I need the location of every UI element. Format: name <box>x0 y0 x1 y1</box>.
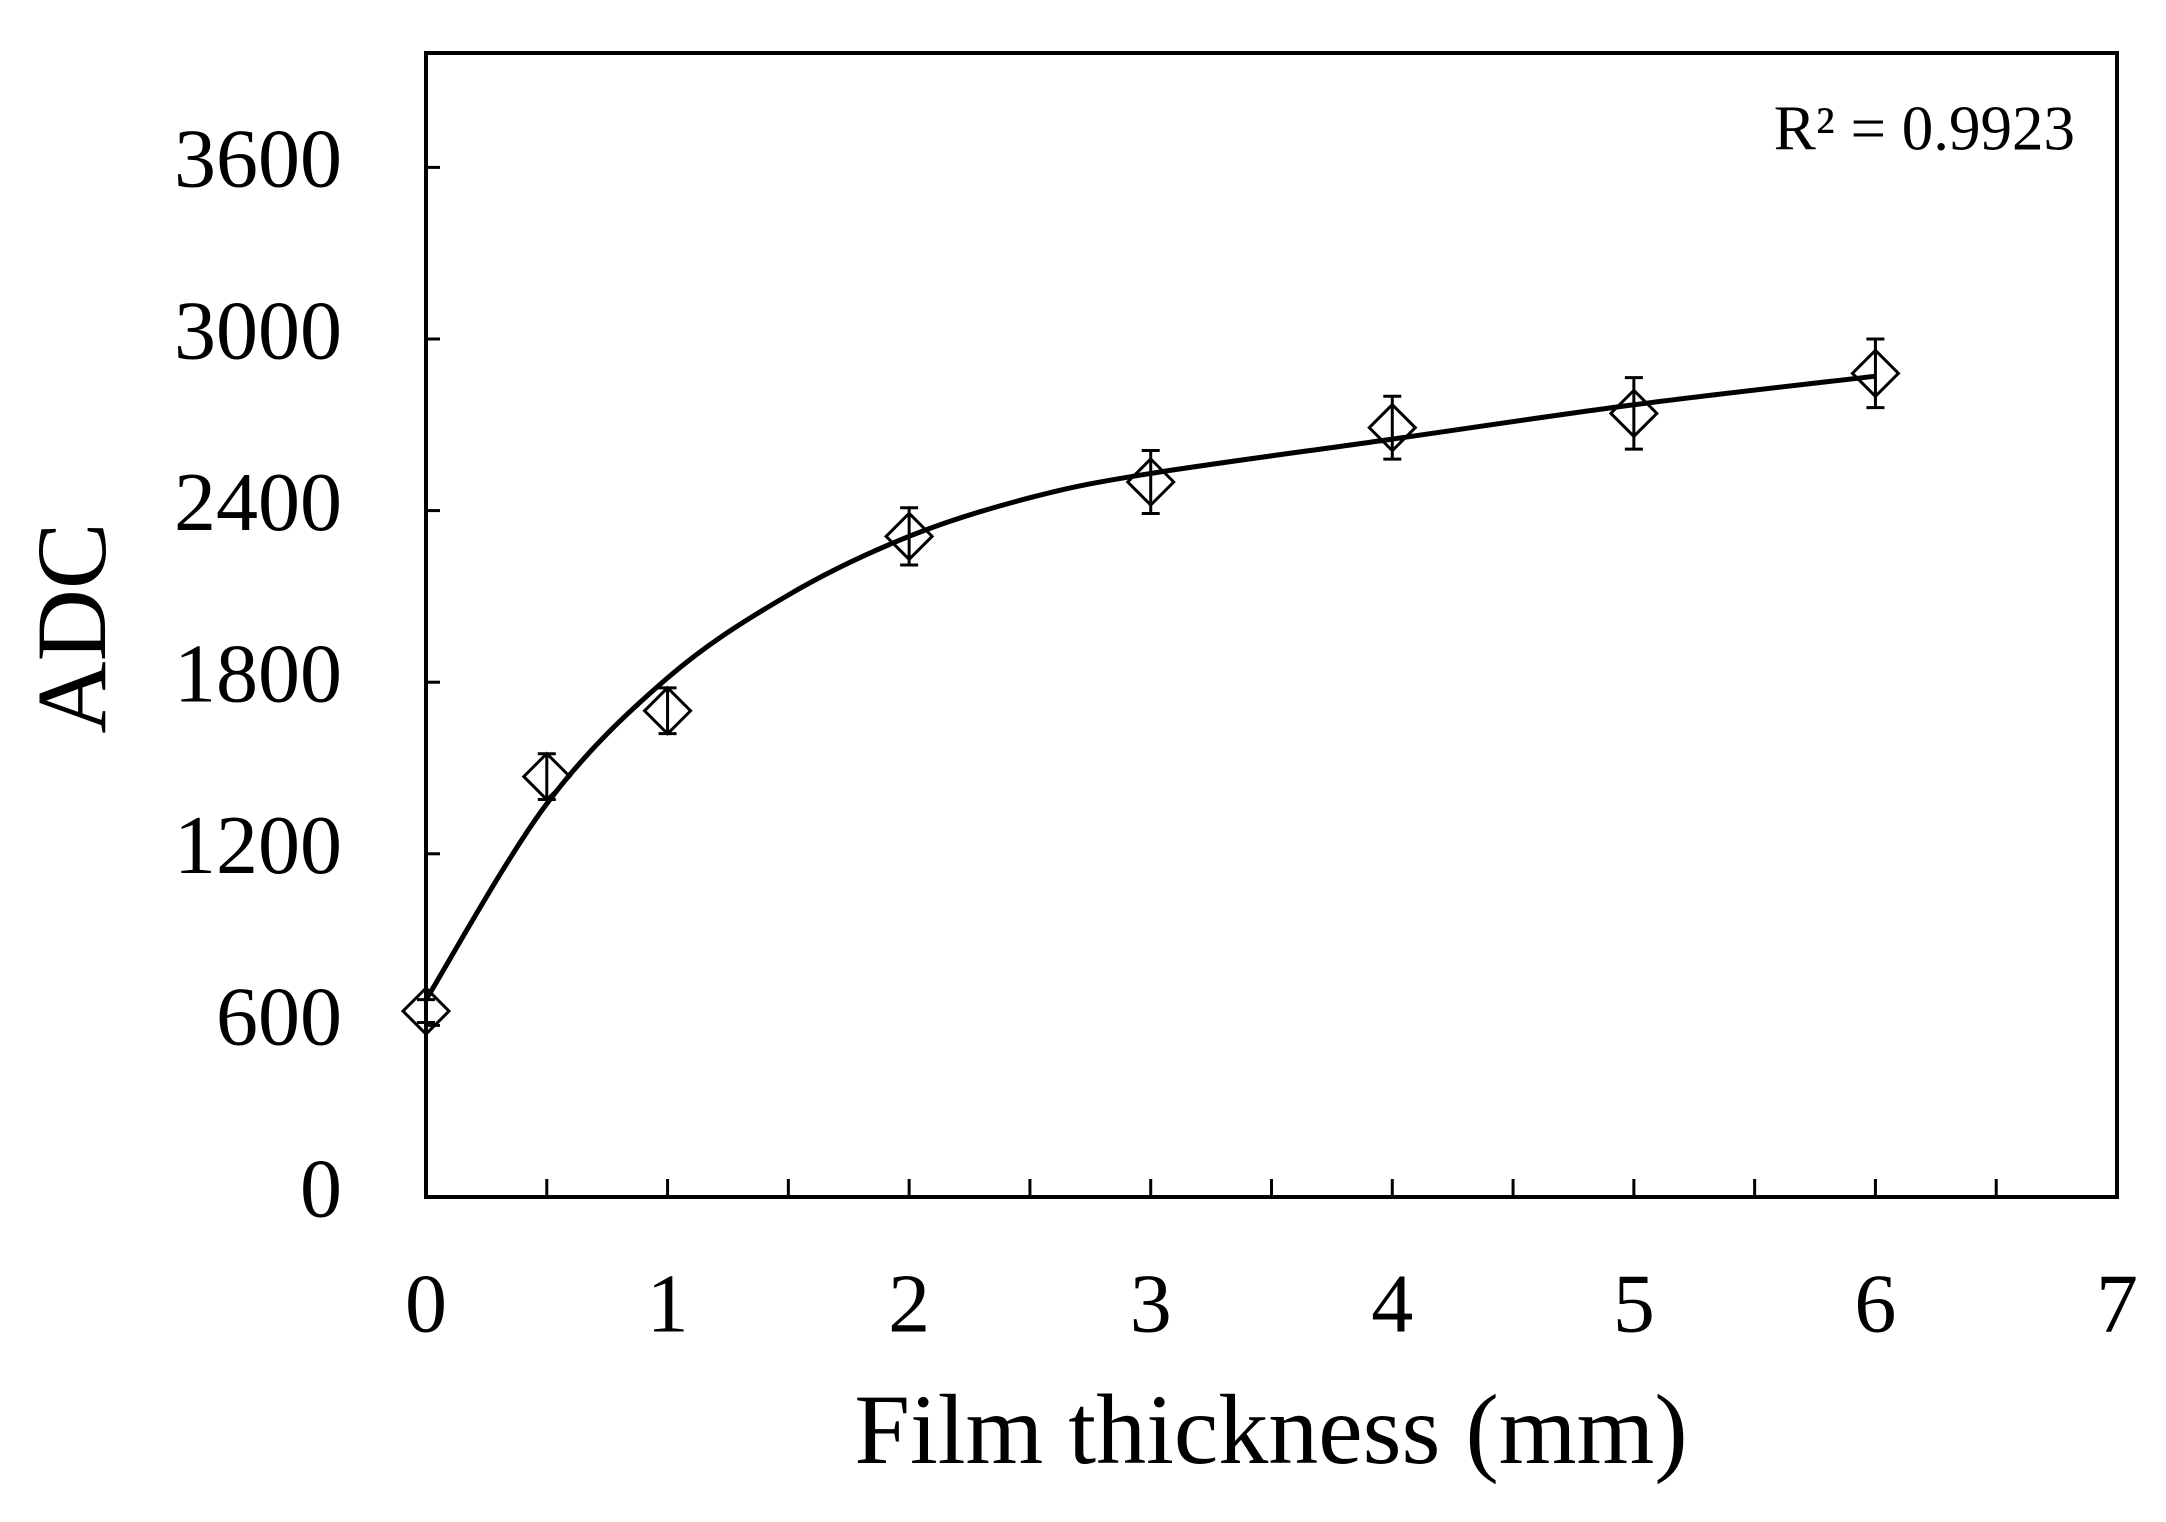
fit-curve <box>423 373 1876 1001</box>
x-tick-label: 6 <box>1854 1257 1896 1350</box>
error-bar <box>900 506 919 567</box>
data-point <box>400 985 452 1037</box>
y-tick-label: 600 <box>216 971 342 1064</box>
x-tick-label: 4 <box>1371 1257 1413 1350</box>
annotation: R² = 0.9923 <box>1774 93 2075 163</box>
plot-frame <box>424 51 2119 1199</box>
x-tick-label: 5 <box>1613 1257 1655 1350</box>
x-axis-title: Film thickness (mm) <box>854 1374 1687 1485</box>
error-bar <box>417 998 435 1025</box>
y-tick-label: 1800 <box>174 627 342 720</box>
y-axis-title: ADC <box>16 522 127 733</box>
data-point <box>521 751 572 802</box>
x-tick-label: 2 <box>888 1257 930 1350</box>
x-tick-label: 0 <box>405 1257 447 1350</box>
data-point <box>642 685 693 736</box>
y-tick-label: 2400 <box>174 456 342 549</box>
data-point <box>1125 456 1176 508</box>
data-point <box>1608 388 1659 439</box>
y-tick-label: 3600 <box>174 113 342 206</box>
data-point <box>1850 348 1901 399</box>
y-tick-label: 0 <box>300 1142 342 1235</box>
data-point <box>884 511 935 562</box>
x-tick-label: 1 <box>647 1257 689 1350</box>
x-tick-label: 3 <box>1130 1257 1172 1350</box>
x-tick-label: 7 <box>2096 1257 2138 1350</box>
y-tick-label: 3000 <box>174 284 342 377</box>
data-point <box>1367 402 1418 453</box>
y-tick-label: 1200 <box>174 799 342 892</box>
